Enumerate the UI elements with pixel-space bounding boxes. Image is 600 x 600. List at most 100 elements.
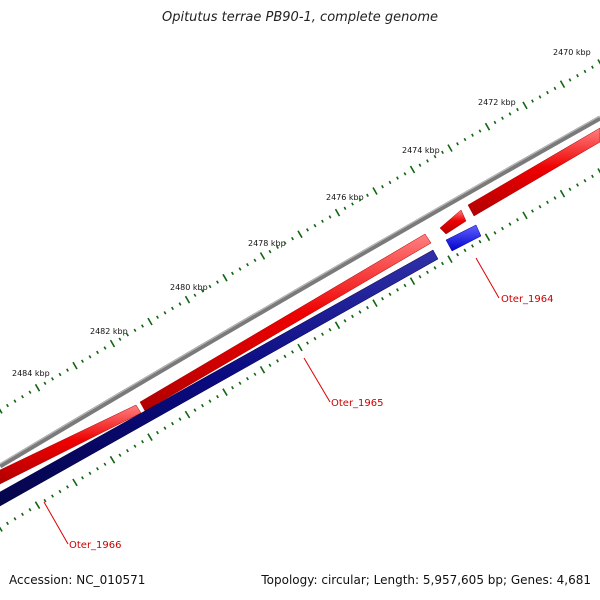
- outer-ruler-tick: [381, 185, 384, 189]
- outer-ruler-tick: [409, 165, 416, 174]
- inner-ruler-tick: [51, 494, 54, 498]
- outer-ruler-tick: [259, 252, 266, 260]
- inner-ruler-tick: [433, 266, 437, 270]
- outer-ruler-tick: [334, 208, 341, 217]
- outer-ruler-tick: [163, 311, 167, 315]
- accession-text: Accession: NC_010571: [9, 573, 146, 587]
- inner-ruler-tick: [403, 283, 407, 288]
- outer-ruler-tick: [463, 137, 467, 142]
- inner-ruler-tick: [184, 410, 191, 419]
- label-line-oter-1965: [303, 357, 331, 403]
- outer-ruler-tick: [297, 230, 303, 239]
- outer-ruler-tick: [358, 197, 362, 202]
- inner-ruler-tick: [208, 399, 212, 403]
- inner-ruler-tick: [34, 501, 41, 510]
- outer-ruler-tick: [81, 359, 84, 363]
- inner-ruler-tick: [118, 453, 122, 457]
- inner-ruler-tick: [246, 376, 249, 381]
- outer-ruler-tick: [531, 99, 534, 103]
- inner-ruler-tick: [388, 292, 392, 297]
- outer-ruler-tick: [559, 80, 566, 89]
- inner-ruler-tick: [147, 433, 153, 442]
- ruler-label-2478: 2478 kbp: [248, 239, 286, 248]
- inner-ruler-tick: [576, 183, 579, 187]
- inner-ruler-tick: [313, 336, 317, 341]
- gene-label-oter-1966: Oter_1966: [69, 540, 122, 551]
- gene-label-oter-1965: Oter_1965: [331, 398, 384, 409]
- inner-ruler-tick: [141, 439, 144, 444]
- outer-ruler-tick: [508, 112, 512, 116]
- inner-ruler-tick: [13, 517, 17, 521]
- gene-oter-1964-reverse[interactable]: [445, 224, 482, 252]
- inner-ruler-tick: [238, 381, 242, 385]
- outer-ruler-tick: [433, 154, 437, 159]
- inner-ruler-tick: [351, 314, 354, 319]
- gene-forward-right[interactable]: [467, 127, 600, 217]
- outer-ruler-tick: [388, 180, 392, 185]
- inner-ruler-tick: [109, 455, 116, 464]
- inner-ruler-tick: [171, 421, 174, 426]
- inner-ruler-tick: [156, 430, 159, 435]
- inner-ruler-tick: [372, 299, 378, 308]
- inner-ruler-tick: [381, 296, 384, 301]
- inner-ruler-tick: [463, 248, 467, 253]
- outer-ruler-tick: [0, 408, 3, 414]
- outer-ruler-tick: [418, 163, 422, 167]
- outer-ruler-tick: [591, 65, 594, 69]
- outer-ruler-tick: [66, 368, 69, 372]
- inner-ruler-tick: [508, 222, 512, 226]
- inner-ruler-tick: [553, 196, 557, 200]
- outer-ruler-tick: [141, 324, 144, 328]
- inner-ruler-tick: [426, 270, 429, 275]
- outer-ruler-tick: [372, 187, 378, 195]
- gene-oter-1966-forward[interactable]: [0, 404, 142, 485]
- outer-ruler-tick: [246, 262, 249, 267]
- outer-ruler-tick: [276, 245, 279, 250]
- inner-ruler-tick: [568, 187, 572, 192]
- ruler-label-2474: 2474 kbp: [402, 146, 440, 155]
- inner-ruler-tick: [343, 319, 347, 323]
- outer-ruler-tick: [403, 172, 407, 176]
- outer-ruler-tick: [343, 206, 347, 210]
- inner-ruler-tick: [253, 372, 257, 376]
- genome-backbone: [0, 115, 600, 469]
- gene-oter-1964-forward-left[interactable]: [439, 209, 467, 235]
- ruler-label-2472: 2472 kbp: [478, 98, 516, 107]
- inner-ruler-tick: [133, 444, 137, 448]
- inner-ruler-tick: [409, 277, 416, 286]
- outer-ruler-tick: [268, 249, 272, 254]
- outer-ruler-tick: [576, 74, 579, 78]
- outer-ruler-tick: [538, 95, 542, 99]
- inner-ruler-tick: [366, 305, 369, 310]
- outer-ruler-tick: [133, 328, 137, 333]
- inner-ruler-tick: [522, 211, 528, 220]
- outer-ruler-tick: [493, 120, 497, 125]
- inner-ruler-tick: [43, 498, 47, 503]
- gene-oter-1965-reverse[interactable]: [0, 249, 439, 507]
- outer-ruler-tick: [426, 159, 429, 163]
- outer-ruler-tick: [184, 295, 191, 304]
- inner-ruler-tick: [72, 478, 78, 487]
- gene-oter-1965-forward[interactable]: [139, 233, 432, 412]
- inner-ruler-tick: [358, 310, 362, 314]
- outer-ruler-tick: [58, 372, 62, 377]
- outer-ruler-tick: [222, 273, 228, 282]
- genome-summary-text: Topology: circular; Length: 5,957,605 bp…: [261, 573, 591, 587]
- inner-ruler-tick: [6, 521, 9, 526]
- outer-ruler-tick: [313, 223, 317, 228]
- outer-ruler-tick: [201, 289, 204, 293]
- outer-ruler-tick: [597, 59, 600, 65]
- outer-ruler-tick: [478, 129, 482, 133]
- inner-ruler-tick: [297, 343, 303, 352]
- outer-ruler-tick: [88, 355, 92, 359]
- outer-ruler-tick: [178, 302, 182, 306]
- outer-ruler-tick: [72, 361, 78, 370]
- inner-ruler-tick: [81, 476, 84, 480]
- inner-ruler-tick: [163, 426, 167, 430]
- inner-ruler-tick: [583, 178, 587, 183]
- outer-ruler-tick: [321, 219, 324, 223]
- outer-ruler-tick: [283, 241, 287, 245]
- outer-ruler-tick: [13, 399, 17, 403]
- inner-ruler-tick: [418, 274, 422, 279]
